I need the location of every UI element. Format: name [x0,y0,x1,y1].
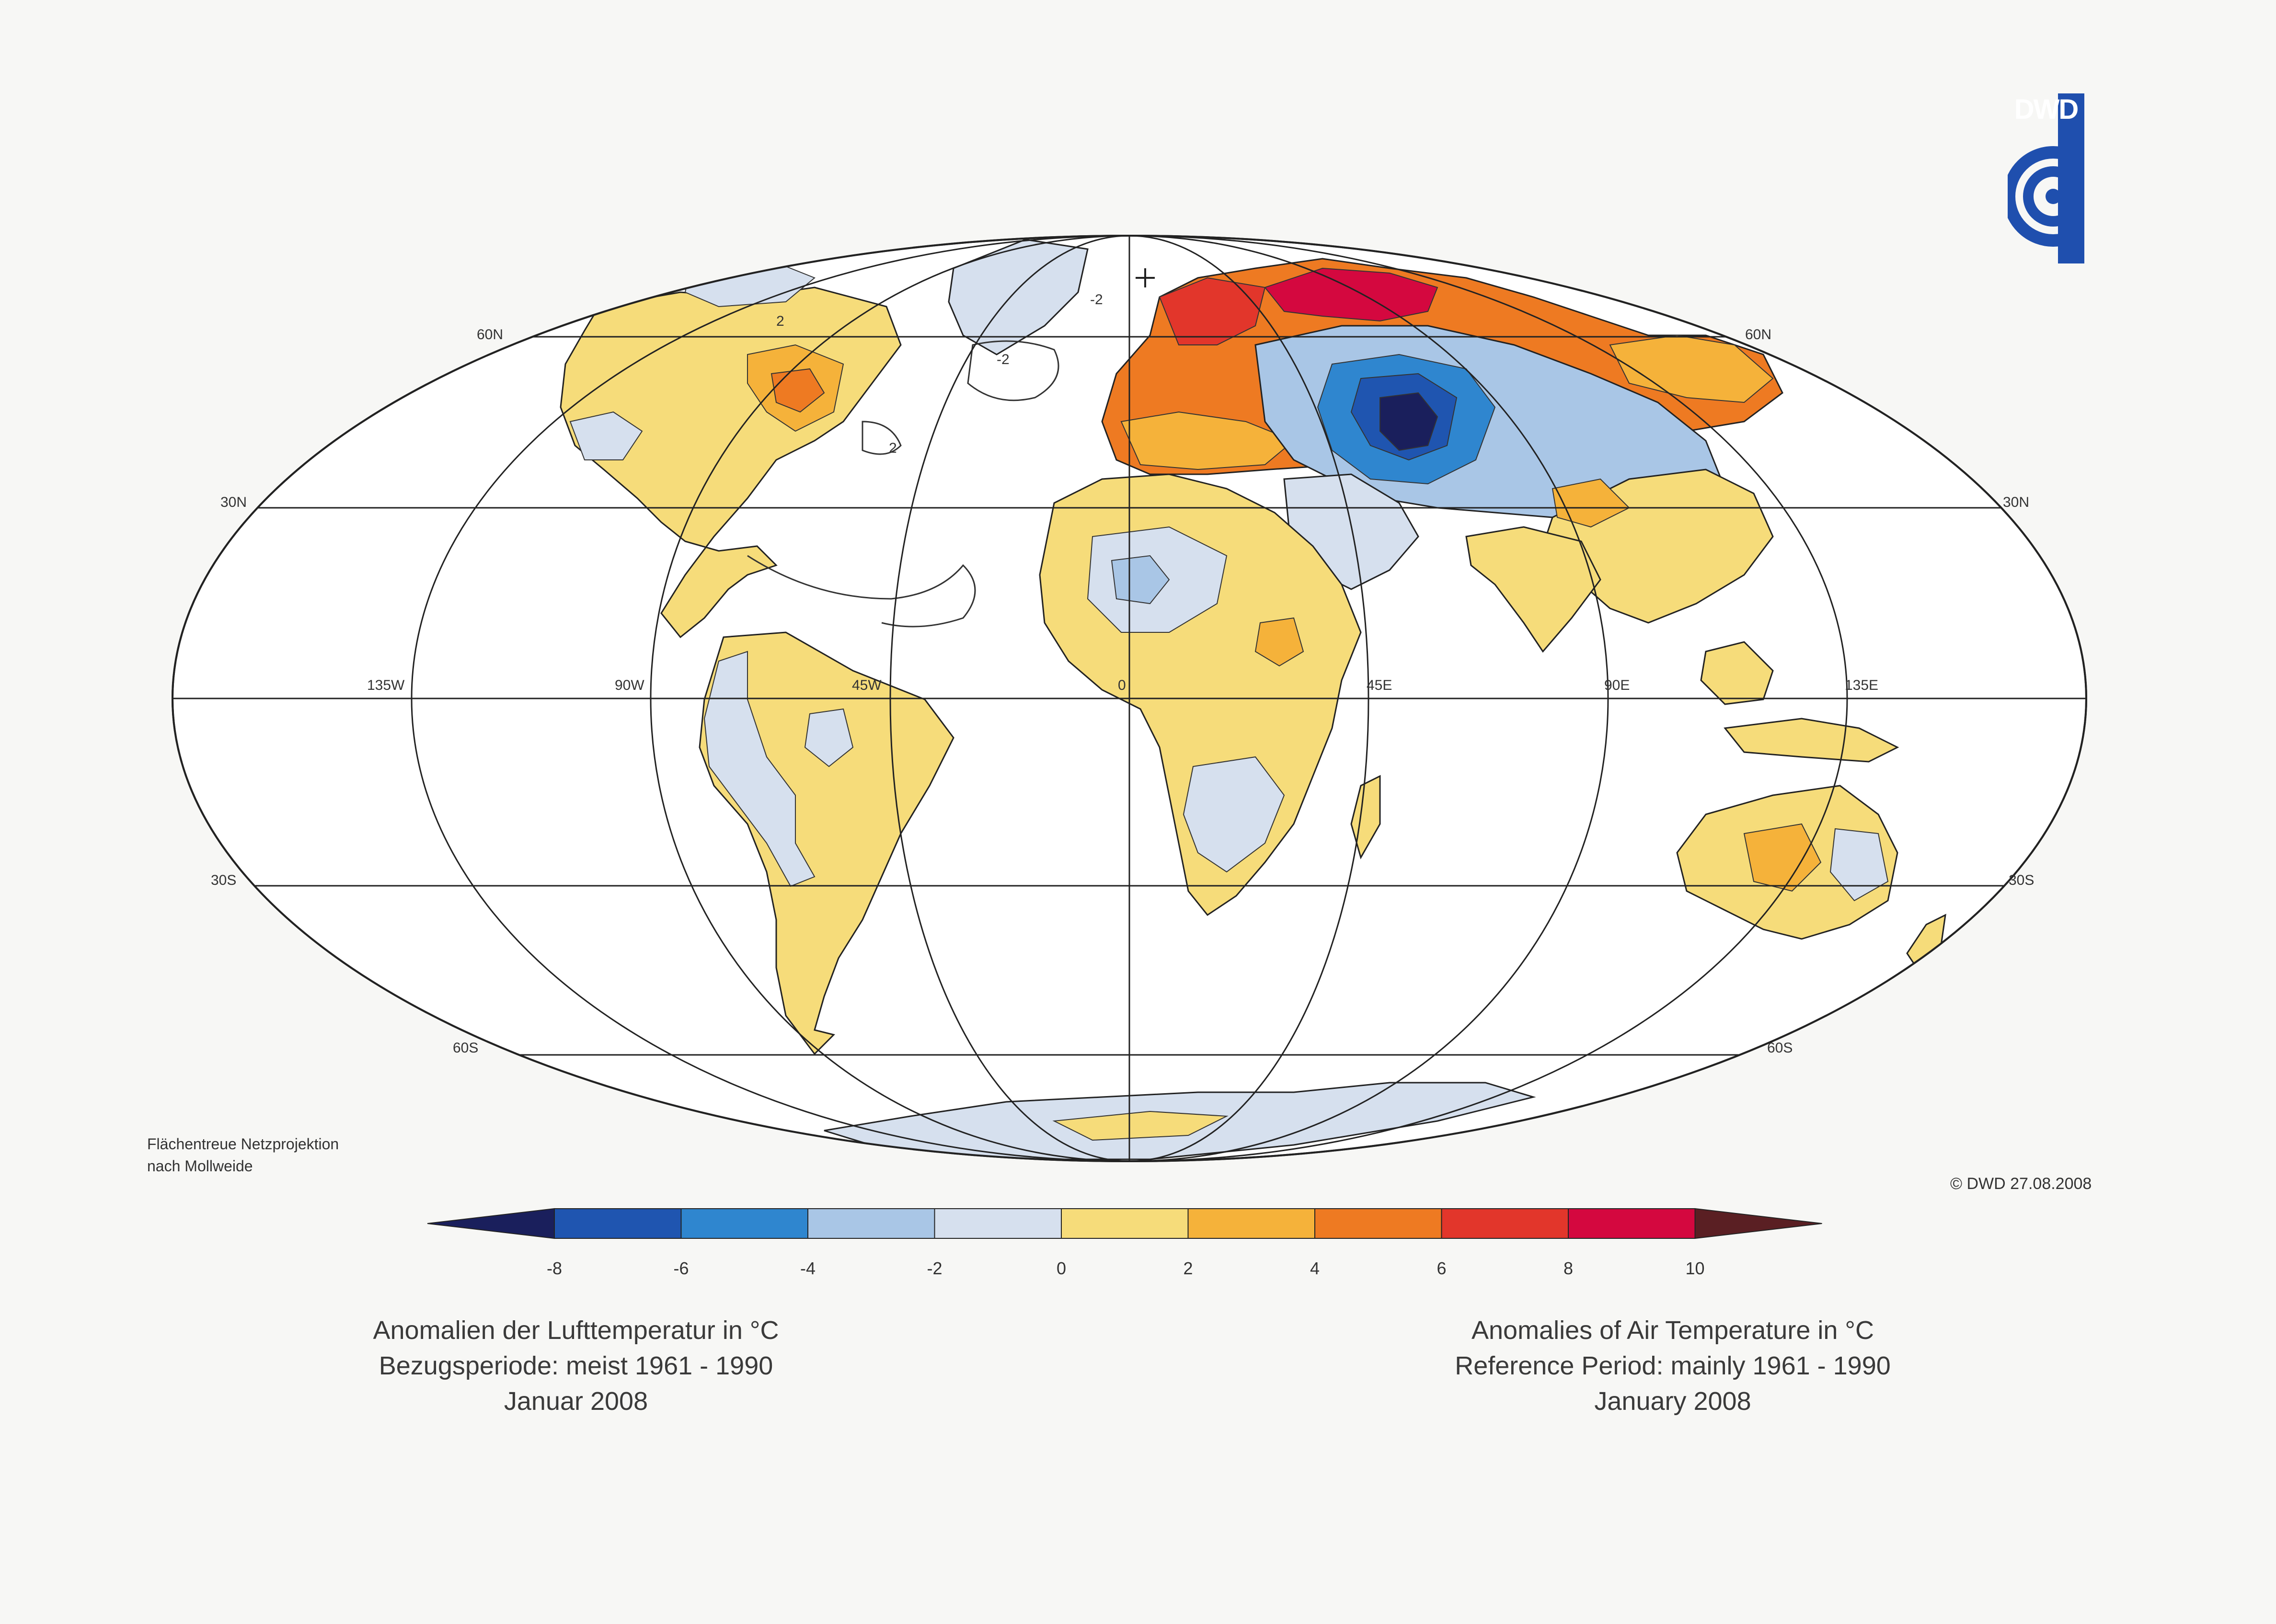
label-60s-left: 60S [453,1040,478,1056]
color-scale: -8 -6 -4 -2 0 2 4 6 8 10 [427,1208,1822,1278]
scale-tick-label: 8 [1563,1258,1573,1278]
central-asia-coldest [1379,392,1438,451]
label-45e: 45E [1367,677,1392,693]
south-america-land [699,631,954,1055]
scale-tick-label: 2 [1183,1258,1193,1278]
title-english: Anomalies of Air Temperature in °C Refer… [1409,1313,1936,1419]
label-30s-left: 30S [211,872,236,888]
east-africa-warm [1254,617,1304,667]
brazil-cold-patch [804,708,854,767]
label-90w: 90W [615,677,644,693]
label-45w: 45W [852,677,882,693]
scale-tick-label: 0 [1057,1258,1066,1278]
title-de-line2: Bezugsperiode: meist 1961 - 1990 [379,1351,773,1380]
dwd-logo-mark [2003,93,2104,263]
meridian-135 [411,236,1848,1161]
projection-note-line1: Flächentreue Netzprojektion [147,1135,339,1153]
scale-tick-label: -4 [800,1258,816,1278]
scale-tick-label: -6 [673,1258,689,1278]
atlantic-contour [747,555,976,628]
scale-tick-label: 6 [1437,1258,1446,1278]
scale-arrow-high [1694,1208,1822,1239]
scale-bin [1314,1208,1442,1239]
label-30n-right: 30N [2003,494,2029,510]
label-90e: 90E [1604,677,1630,693]
russia-arctic-hot [1264,267,1438,322]
label-60n-right: 60N [1745,327,1771,343]
australia-cold-patch [1829,828,1889,902]
label-135e: 135E [1845,677,1878,693]
dwd-logo: DWD [2003,93,2104,263]
label-60n-left: 60N [477,327,503,343]
scandinavia-hot [1159,277,1266,345]
antarctica-warm-patch [1052,1110,1229,1141]
title-german: Anomalien der Lufttemperatur in °C Bezug… [312,1313,839,1419]
logo-text: DWD [2014,94,2079,125]
south-america-cold-patch [703,651,816,887]
scale-tick-label: 4 [1310,1258,1320,1278]
scale-bin [934,1208,1062,1239]
anomaly-fields: -2 2 -2 2 [172,236,2086,1161]
title-en-line2: Reference Period: mainly 1961 - 1990 [1455,1351,1891,1380]
contour-label-1: -2 [997,352,1010,367]
southern-africa-cold [1183,756,1285,873]
label-30s-right: 30S [2009,872,2034,888]
australia-warm-patch [1743,823,1822,892]
north-atlantic-contour [967,340,1059,401]
north-america-cold-patch [569,411,643,460]
pole-marker [1136,268,1155,287]
scale-bin [1061,1208,1189,1239]
southeast-asia-islands [1700,641,1774,705]
scale-arrow-low [427,1208,555,1239]
projection-note-line2: nach Mollweide [147,1157,253,1175]
contour-label-3: -2 [1090,292,1103,308]
scale-bin [1568,1208,1696,1239]
scale-bin [1187,1208,1315,1239]
europe-moderate-warm [1120,411,1295,470]
scale-bin [807,1208,935,1239]
canada-hot-core [770,368,825,413]
title-en-line3: January 2008 [1594,1387,1751,1416]
madagascar-land [1350,775,1381,859]
label-60s-right: 60S [1767,1040,1793,1056]
india-land [1465,526,1601,653]
north-atlantic-warm-contour [862,421,902,455]
title-de-line3: Januar 2008 [504,1387,648,1416]
sahara-colder-patch [1111,555,1170,605]
scale-bin [680,1208,808,1239]
scale-tick-label: 10 [1685,1258,1704,1278]
title-en-line1: Anomalies of Air Temperature in °C [1471,1316,1874,1345]
scale-tick-label: -8 [547,1258,562,1278]
indonesia-islands [1724,718,1899,763]
label-0: 0 [1118,677,1126,693]
meridian-45 [889,236,1369,1161]
meridians [411,236,1848,1161]
meridian-90 [650,236,1609,1161]
china-warm-patch [1552,478,1630,528]
contour-label-2: 2 [889,440,897,456]
copyright: © DWD 27.08.2008 [1950,1175,2092,1193]
title-de-line1: Anomalien der Lufttemperatur in °C [373,1316,779,1345]
label-135w: 135W [367,677,405,693]
label-30n-left: 30N [220,494,247,510]
projection-note: Flächentreue Netzprojektion nach Mollwei… [147,1133,435,1177]
scale-tick-label: -2 [927,1258,942,1278]
contour-label-4: 2 [776,313,784,329]
scale-bin [554,1208,682,1239]
scale-bin [1441,1208,1569,1239]
